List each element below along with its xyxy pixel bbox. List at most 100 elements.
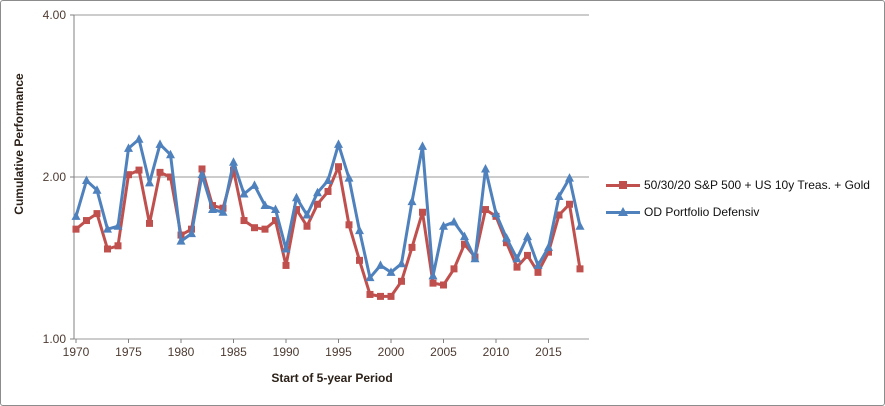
- series-1-point-1996: [345, 221, 353, 229]
- series-2-point-1979: [166, 149, 175, 159]
- series-2-legend-swatch: [606, 203, 640, 221]
- series-1-point-2011: [503, 239, 510, 247]
- series-2-point-1987: [250, 180, 259, 189]
- series-1-point-1988: [261, 225, 269, 233]
- y-tick-label: 2.00: [43, 170, 67, 184]
- series-1-point-2016: [555, 211, 563, 219]
- series-1-point-2012: [513, 263, 521, 271]
- series-2-point-1988: [260, 200, 270, 210]
- series-2-point-1997: [355, 225, 364, 235]
- series-2-point-1995: [334, 139, 343, 148]
- series-1-point-2009: [482, 206, 489, 214]
- legend-item-series-1: 50/30/20 S&P 500 + US 10y Treas. + Gold: [606, 176, 870, 194]
- series-2-point-2018: [575, 221, 585, 230]
- series-1-point-1994: [324, 187, 332, 195]
- series-2-point-2009: [481, 163, 490, 173]
- legend-item-series-2: OD Portfolio Defensiv: [606, 203, 870, 221]
- series-1-point-1990: [282, 261, 290, 269]
- series-2-point-1980: [176, 236, 186, 245]
- series-1-point-1993: [314, 200, 321, 208]
- series-2-point-2015: [544, 242, 553, 251]
- x-tick-label: 1975: [115, 345, 142, 359]
- series-1-point-2004: [429, 279, 437, 287]
- series-2-point-2002: [407, 196, 417, 206]
- series-1-point-1977: [146, 219, 153, 227]
- series-2-point-1973: [103, 224, 112, 233]
- series-2-point-1989: [271, 204, 280, 214]
- x-axis-title: Start of 5-year Period: [271, 371, 393, 385]
- series-2-point-1993: [313, 187, 322, 197]
- series-2-point-1996: [344, 173, 354, 182]
- series-1-point-2015: [545, 248, 552, 256]
- series-1-point-1995: [335, 163, 342, 171]
- series-1-point-2001: [398, 277, 405, 285]
- series-2-point-1971: [82, 175, 91, 185]
- series-1-point-1999: [377, 292, 384, 300]
- series-2-point-1976: [134, 134, 144, 143]
- x-tick-label: 1995: [325, 345, 352, 359]
- series-1-point-1992: [303, 222, 311, 230]
- series-2-point-1999: [376, 260, 385, 269]
- legend-label-series-2: OD Portfolio Defensiv: [644, 205, 760, 219]
- series-2-point-1990: [281, 243, 291, 253]
- x-tick-label: 1980: [168, 345, 195, 359]
- legend-label-series-1: 50/30/20 S&P 500 + US 10y Treas. + Gold: [644, 178, 870, 192]
- series-2-point-2013: [523, 231, 532, 241]
- x-tick-label: 1985: [220, 345, 247, 359]
- x-tick-label: 1990: [273, 345, 300, 359]
- series-2-point-1986: [239, 188, 249, 198]
- series-1-point-2003: [419, 208, 426, 216]
- y-tick-label: 1.00: [43, 332, 67, 346]
- series-2-point-1974: [113, 221, 123, 230]
- series-2-point-1992: [302, 209, 312, 219]
- series-1-point-1974: [114, 242, 122, 250]
- series-1-point-1971: [83, 217, 90, 225]
- series-2-point-2001: [397, 258, 406, 268]
- series-2-point-1978: [155, 139, 165, 148]
- x-tick-label: 2000: [378, 345, 405, 359]
- series-1-point-1987: [251, 224, 258, 232]
- series-1-point-1991: [293, 206, 300, 214]
- series-1-point-2005: [440, 281, 447, 289]
- series-2-point-1998: [365, 272, 375, 282]
- y-tick-label: 4.00: [43, 8, 67, 22]
- series-2-point-1977: [145, 177, 154, 187]
- series-2-point-1982: [197, 169, 207, 179]
- series-1-point-2018: [576, 265, 584, 273]
- series-1-point-1989: [272, 217, 279, 225]
- y-axis-title: Cumulative Performance: [12, 73, 26, 215]
- series-1-point-1973: [104, 245, 111, 253]
- series-2-point-2006: [449, 216, 459, 226]
- series-2-point-2003: [418, 141, 427, 150]
- series-1-legend-swatch: [606, 176, 640, 194]
- series-1-point-2014: [534, 268, 542, 276]
- series-1-point-2006: [450, 265, 458, 273]
- series-1-point-1979: [167, 173, 174, 181]
- series-2-point-2007: [460, 231, 469, 241]
- series-1-point-1978: [156, 168, 164, 176]
- series-1-point-1976: [135, 166, 143, 174]
- blue-triangle-marker-icon: [618, 207, 628, 216]
- series-1-point-1986: [240, 217, 248, 225]
- series-1-point-1982: [198, 165, 206, 173]
- series-1-point-2007: [461, 240, 468, 248]
- red-square-marker-icon: [619, 181, 627, 189]
- series-2-point-1991: [292, 192, 301, 202]
- series-2-point-2005: [439, 221, 448, 230]
- series-2-point-1985: [229, 157, 238, 166]
- series-1-point-2002: [408, 243, 416, 251]
- legend: 50/30/20 S&P 500 + US 10y Treas. + Gold …: [606, 176, 870, 221]
- series-2-point-2008: [470, 253, 480, 263]
- series-2-point-1972: [92, 185, 102, 194]
- x-tick-label: 1970: [63, 345, 90, 359]
- series-2-point-2014: [533, 260, 543, 269]
- series-1-point-1998: [366, 290, 374, 298]
- series-2-point-2000: [386, 267, 396, 276]
- series-2-point-1994: [323, 175, 333, 185]
- series-2-point-2010: [491, 208, 501, 218]
- series-1-point-1970: [72, 225, 80, 233]
- series-1-point-1985: [230, 166, 237, 174]
- x-tick-label: 2010: [483, 345, 510, 359]
